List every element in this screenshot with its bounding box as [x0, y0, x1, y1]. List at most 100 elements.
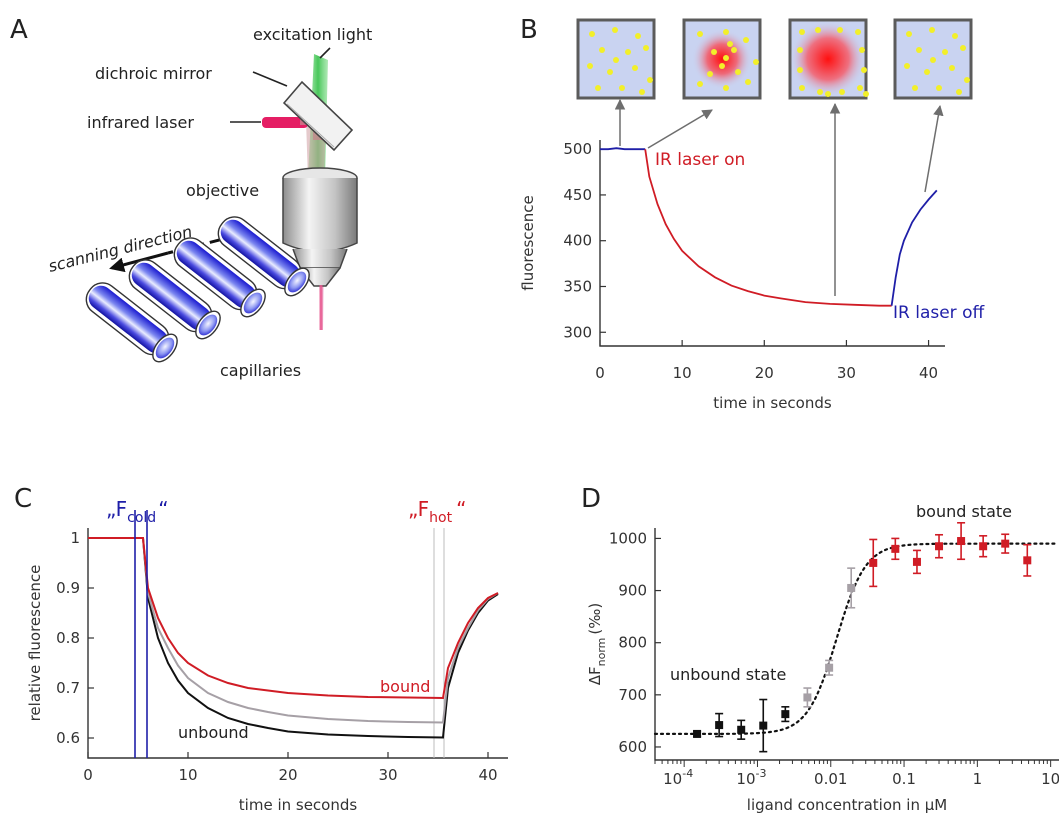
point-marker — [935, 542, 944, 551]
point-marker — [803, 693, 812, 702]
particle-dot — [912, 85, 918, 91]
x-tick-label: 0 — [595, 364, 605, 382]
point-marker — [759, 721, 768, 730]
particle-dot — [924, 69, 930, 75]
infrared-laser-icon — [262, 117, 308, 128]
x-tick-label: 10 — [178, 766, 197, 784]
particle-box — [893, 18, 973, 100]
capillary-body — [220, 219, 300, 288]
x-tick-base: 10 — [663, 770, 682, 788]
particle-dot — [697, 31, 703, 37]
box-arrow — [647, 109, 713, 149]
x-axis-label: time in seconds — [713, 394, 832, 412]
y-tick-label: 0.9 — [56, 579, 80, 597]
y-tick-label: 350 — [563, 277, 592, 295]
x-tick-label: 0.1 — [892, 770, 916, 788]
capillary-end — [243, 292, 263, 314]
particle-dot — [857, 85, 863, 91]
x-tick-label: 10-3 — [736, 767, 766, 788]
particle-dot — [727, 41, 733, 47]
x-tick-label: 10 — [673, 364, 692, 382]
data-point — [1001, 533, 1010, 554]
capillary-body — [131, 262, 211, 331]
point-marker — [693, 729, 702, 738]
point-marker — [781, 710, 790, 719]
particle-dot — [647, 77, 653, 83]
x-tick-label: 40 — [478, 766, 497, 784]
x-tick-label: 30 — [837, 364, 856, 382]
capillaries-label: capillaries — [220, 361, 301, 380]
particle-dot — [936, 85, 942, 91]
capillary-tube — [85, 282, 178, 363]
capillary-tube — [173, 237, 266, 318]
particle-dot — [930, 57, 936, 63]
particle-dot — [612, 27, 618, 33]
point-marker — [1001, 539, 1010, 548]
capillary-body — [176, 240, 256, 309]
particle-box — [576, 18, 656, 100]
bound-label: bound — [380, 677, 430, 696]
x-tick-label: 30 — [378, 766, 397, 784]
excitation-light-label: excitation light — [253, 25, 372, 44]
particle-dot — [613, 57, 619, 63]
particle-boxes — [576, 18, 973, 100]
x-tick-label: 10 — [1041, 770, 1059, 788]
data-point — [891, 537, 900, 561]
particle-dot — [632, 65, 638, 71]
particle-dot — [719, 63, 725, 69]
y-axis-label-main: ΔF — [586, 666, 604, 685]
particle-dot — [929, 27, 935, 33]
dichroic-mirror-icon — [282, 80, 354, 152]
particle-dot — [753, 59, 759, 65]
point-marker — [1023, 556, 1032, 565]
x-tick-label: 1 — [973, 770, 983, 788]
particle-dot — [952, 33, 958, 39]
y-tick-label: 450 — [563, 186, 592, 204]
data-point — [781, 706, 790, 723]
f-cold-close: “ — [158, 497, 168, 521]
f-hot-sub: hot — [429, 510, 452, 526]
series-line — [644, 149, 892, 307]
panel-a: A excitation light dic — [10, 15, 372, 380]
x-tick-label: 0.01 — [814, 770, 847, 788]
x-tick-exp: -4 — [682, 767, 693, 780]
ir-laser-off-label: IR laser off — [893, 303, 985, 323]
particle-dot — [745, 79, 751, 85]
f-hot-label: „Fhot “ — [408, 497, 466, 526]
data-point — [715, 712, 724, 738]
data-point — [979, 535, 988, 558]
y-tick-label: 400 — [563, 232, 592, 250]
particle-dot — [797, 47, 803, 53]
series-line — [890, 189, 938, 306]
data-point — [759, 698, 768, 753]
particle-dot — [595, 85, 601, 91]
objective-label: objective — [186, 181, 259, 200]
data-point — [847, 567, 856, 609]
data-point — [869, 538, 878, 588]
point-marker — [869, 558, 878, 567]
particle-dot — [723, 29, 729, 35]
y-tick-label: 1000 — [609, 529, 647, 547]
particle-dot — [861, 67, 867, 73]
particle-dot — [619, 85, 625, 91]
particle-dot — [904, 63, 910, 69]
y-axis-label: ΔFnorm (‰) — [586, 603, 608, 685]
panel-c-letter: C — [14, 484, 32, 514]
capillary-end — [287, 271, 307, 293]
x-tick-label: 10-4 — [663, 767, 693, 788]
point-marker — [891, 544, 900, 553]
data-point — [912, 549, 921, 575]
particle-dot — [731, 47, 737, 53]
particle-dot — [639, 89, 645, 95]
box-arrow — [924, 104, 944, 193]
point-marker — [737, 725, 746, 734]
x-axis-label: time in seconds — [239, 796, 358, 814]
particle-dot — [799, 85, 805, 91]
y-axis-label: fluorescence — [519, 195, 537, 290]
point-marker — [825, 663, 834, 672]
capillary-end — [155, 337, 175, 359]
capillary-end — [198, 314, 218, 336]
particle-dot — [906, 31, 912, 37]
dichroic-mirror-label: dichroic mirror — [95, 64, 212, 83]
